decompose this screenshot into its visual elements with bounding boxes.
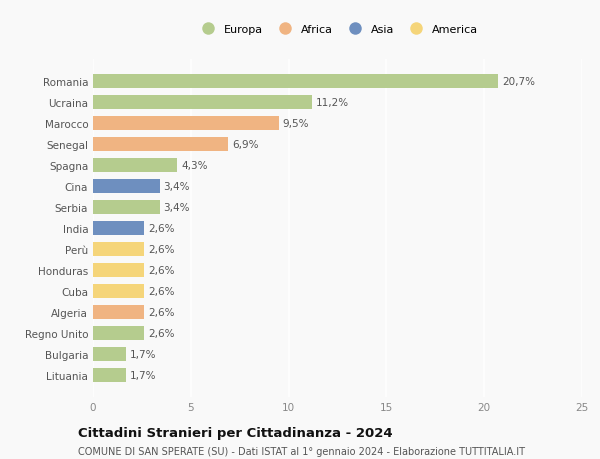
Text: 3,4%: 3,4% [163,181,190,191]
Bar [93,263,144,277]
Text: 2,6%: 2,6% [148,307,174,317]
Text: 2,6%: 2,6% [148,244,174,254]
Bar [93,75,498,89]
Text: 9,5%: 9,5% [283,119,309,129]
Text: COMUNE DI SAN SPERATE (SU) - Dati ISTAT al 1° gennaio 2024 - Elaborazione TUTTIT: COMUNE DI SAN SPERATE (SU) - Dati ISTAT … [78,446,525,456]
Text: 2,6%: 2,6% [148,224,174,233]
Text: 2,6%: 2,6% [148,328,174,338]
Bar [93,96,312,110]
Text: 4,3%: 4,3% [181,161,208,171]
Text: 20,7%: 20,7% [502,77,535,87]
Bar [93,242,144,256]
Text: 11,2%: 11,2% [316,98,349,108]
Legend: Europa, Africa, Asia, America: Europa, Africa, Asia, America [197,25,478,35]
Bar [93,368,126,382]
Bar [93,347,126,361]
Bar [93,179,160,193]
Bar [93,285,144,298]
Bar [93,305,144,319]
Text: 2,6%: 2,6% [148,286,174,296]
Text: 1,7%: 1,7% [130,370,157,380]
Text: Cittadini Stranieri per Cittadinanza - 2024: Cittadini Stranieri per Cittadinanza - 2… [78,426,392,439]
Bar [93,201,160,214]
Text: 3,4%: 3,4% [163,202,190,213]
Bar [93,159,177,172]
Text: 1,7%: 1,7% [130,349,157,359]
Text: 2,6%: 2,6% [148,265,174,275]
Bar [93,222,144,235]
Bar [93,138,228,151]
Text: 6,9%: 6,9% [232,140,259,150]
Bar [93,117,279,130]
Bar [93,326,144,340]
